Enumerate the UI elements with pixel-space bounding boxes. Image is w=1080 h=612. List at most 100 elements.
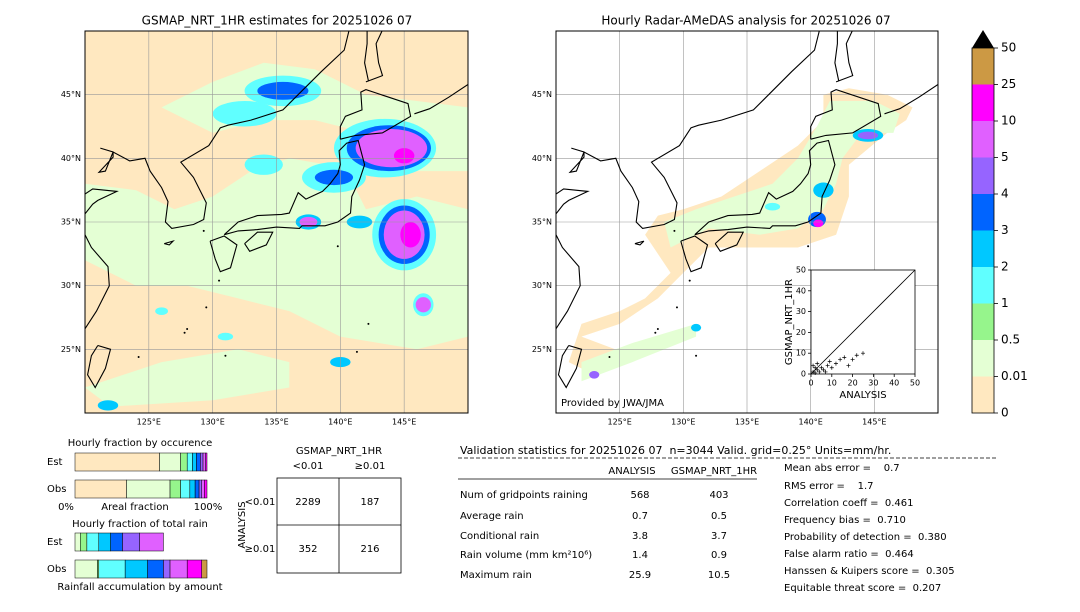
colorbar-label: 50 [1001,41,1016,55]
scatter-point [821,367,826,372]
stat-value: 10.5 [708,570,730,581]
coastline [810,89,882,140]
fraction-segment [147,559,164,579]
scatter-point [817,369,822,374]
island [218,279,221,282]
island [355,350,358,353]
score: False alarm ratio = 0.464 [784,549,914,560]
fraction-segment [205,452,208,472]
lon-tick-label: 125°E [608,418,632,427]
fraction-segment [201,479,205,499]
axis-right: 100% [194,502,223,513]
layer: 125°E 130°E 135°E 140°E 145°E 25°N 30°N 35°N 40°… [47,30,1028,594]
fraction-segment [169,559,188,579]
island [183,331,186,334]
colorbar-segment [972,48,994,85]
lat-tick-label: 30°N [532,281,552,290]
x-tick-label: 10 [827,379,837,388]
table-cell: 2289 [295,497,320,508]
table-cell: 187 [360,497,379,508]
fraction-segment [198,479,202,499]
score: Frequency bias = 0.710 [784,515,906,526]
lat-tick-label: 40°N [532,154,552,163]
row-title: ANALYSIS [237,501,248,548]
island [654,331,657,334]
panel-title: Hourly fraction of total rain [72,519,208,530]
fraction-segment [180,479,191,499]
map-frame [84,30,469,414]
coastline [164,240,175,246]
colorbar-label: 0.5 [1001,333,1020,347]
fraction-segment [200,452,204,472]
fraction-segment [74,532,81,552]
rain-cell [857,131,879,140]
fraction-segment [192,452,197,472]
column-header: ANALYSIS [608,466,655,477]
col-label: <0.01 [293,461,324,472]
island [336,245,339,248]
left-map-title: GSMAP_NRT_1HR estimates for 20251026 07 [142,14,413,28]
coastline [414,84,468,115]
coastline [244,231,274,252]
fraction-segment [194,479,200,499]
scatter-point [811,363,816,368]
axis-label: Areal fraction [101,502,168,513]
rain-cell [589,370,600,379]
rain-area [85,349,290,407]
rain-area [664,101,900,248]
colorbar-label: 10 [1001,114,1016,128]
lat-tick-label: 45°N [61,90,81,99]
colorbar-extend [972,30,994,48]
fraction-segment [86,532,100,552]
fraction-segment [186,559,202,579]
row-label: Est [47,537,63,548]
stat-value: 3.8 [632,531,648,542]
island [688,279,691,282]
fraction-segment [180,452,188,472]
stat-value: 403 [709,490,728,501]
lat-tick-label: 30°N [61,281,81,290]
colorbar-label: 5 [1001,150,1009,164]
colorbar-label: 3 [1001,223,1009,237]
stat-value: 0.5 [711,511,727,522]
validation-title: Validation statistics for 20251026 07 n=… [460,444,891,457]
x-axis-label: ANALYSIS [839,390,886,401]
stat-value: 3.7 [711,531,727,542]
coastline [365,31,384,83]
island [675,306,678,309]
rain-cell [314,169,354,186]
rain-cell [257,81,309,100]
rain-area [581,323,697,382]
y-axis-label: GSMAP_NRT_1HR [784,279,795,365]
score: Hanssen & Kuipers score = 0.305 [784,566,955,577]
rain-cell [244,154,283,175]
island [656,327,659,330]
fraction-segment [110,532,123,552]
y-tick-label: 30 [796,307,806,316]
stat-value: 568 [630,490,649,501]
rain-cell [764,202,781,211]
scatter-point [854,353,859,358]
scatter-point [829,365,834,370]
y-tick-label: 40 [796,286,806,295]
fraction-segment [159,452,181,472]
colorbar-segment [972,267,994,304]
scatter-point [819,365,824,370]
panel-footer: Rainfall accumulation by amount [57,582,222,593]
fraction-segment [74,559,98,579]
lon-tick-label: 145°E [862,418,886,427]
scatter-point [811,369,816,374]
y-tick-label: 0 [801,370,806,379]
coastline [680,235,709,273]
x-tick-label: 50 [910,379,920,388]
fraction-segment [189,479,196,499]
y-tick-label: 20 [796,328,806,337]
lon-tick-label: 135°E [264,418,288,427]
coastline [714,231,745,252]
x-tick-label: 40 [889,379,899,388]
rain-cell [97,400,119,411]
scatter-point [813,370,818,375]
fraction-segment [80,532,88,552]
fraction-segment [98,559,126,579]
rain-cell [212,101,277,127]
